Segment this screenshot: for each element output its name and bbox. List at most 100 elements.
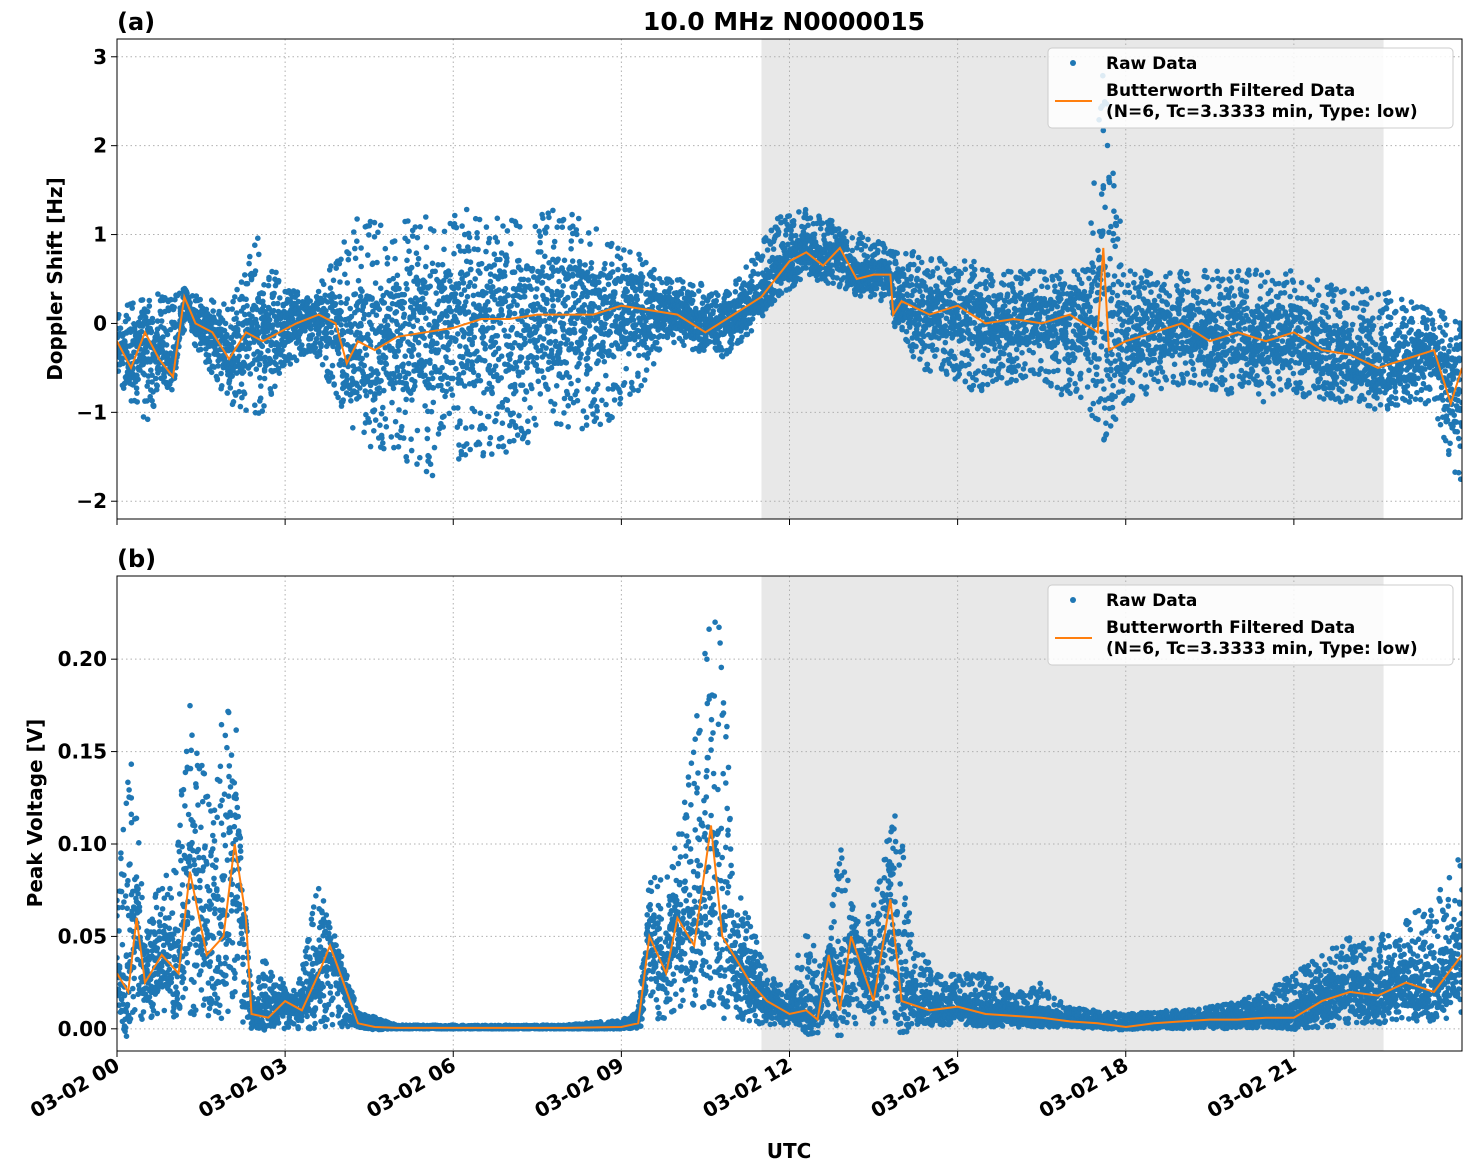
raw-data-point (382, 354, 389, 361)
raw-data-point (423, 315, 429, 322)
raw-data-point (134, 390, 140, 396)
raw-data-point (352, 255, 359, 262)
raw-data-point (903, 250, 909, 257)
raw-data-point (429, 472, 436, 479)
raw-data-point (482, 425, 488, 432)
raw-data-point (942, 339, 949, 346)
raw-data-point (352, 245, 358, 252)
raw-data-point (299, 342, 305, 348)
raw-data-point (518, 354, 525, 361)
raw-data-point (316, 352, 323, 358)
raw-data-point (462, 452, 469, 458)
raw-data-point (294, 292, 301, 298)
raw-data-point (501, 327, 508, 334)
raw-data-point (243, 407, 249, 414)
raw-data-point (414, 234, 421, 241)
raw-data-point (391, 238, 398, 244)
raw-data-point (582, 262, 588, 268)
raw-data-point (371, 407, 378, 413)
raw-data-point (252, 242, 258, 248)
raw-data-point (886, 260, 893, 266)
raw-data-point (689, 297, 696, 304)
raw-data-point (165, 307, 172, 314)
raw-data-point (932, 353, 938, 360)
raw-data-point (344, 296, 351, 302)
raw-data-point (587, 241, 593, 247)
raw-data-point (480, 333, 487, 340)
raw-data-point (956, 371, 963, 378)
raw-data-point (910, 353, 917, 360)
raw-data-point (736, 276, 742, 282)
raw-data-point (467, 446, 474, 453)
raw-data-point (406, 248, 412, 254)
raw-data-point (252, 268, 259, 274)
raw-data-point (244, 303, 250, 309)
raw-data-point (617, 389, 623, 396)
raw-data-point (293, 357, 300, 364)
raw-data-point (246, 345, 252, 352)
raw-data-point (144, 416, 151, 423)
raw-data-point (441, 246, 447, 253)
raw-data-point (542, 230, 549, 236)
raw-data-point (445, 346, 451, 353)
raw-data-point (970, 382, 977, 389)
raw-data-point (775, 229, 782, 235)
raw-data-point (599, 397, 605, 404)
raw-data-point (255, 330, 262, 337)
raw-data-point (894, 250, 900, 256)
raw-data-point (472, 276, 479, 282)
raw-data-point (609, 414, 615, 421)
raw-data-point (593, 415, 600, 421)
raw-data-point (578, 238, 584, 244)
raw-data-point (454, 319, 461, 325)
raw-data-point (146, 303, 153, 309)
raw-data-point (417, 224, 424, 230)
raw-data-point (381, 387, 387, 394)
raw-data-point (643, 367, 650, 373)
raw-data-point (650, 361, 657, 367)
raw-data-point (270, 322, 276, 328)
raw-data-point (315, 288, 322, 295)
raw-data-point (543, 345, 549, 351)
raw-data-point (480, 450, 487, 456)
raw-data-point (504, 228, 511, 234)
raw-data-point (424, 435, 431, 442)
raw-data-point (324, 312, 331, 319)
raw-data-point (525, 277, 532, 283)
raw-data-point (713, 297, 719, 304)
raw-data-point (371, 428, 377, 434)
raw-data-point (969, 356, 975, 362)
raw-data-point (358, 322, 364, 329)
raw-data-point (584, 355, 591, 361)
raw-data-point (453, 224, 460, 231)
raw-data-point (198, 346, 204, 353)
raw-data-point (323, 355, 329, 361)
raw-data-point (459, 223, 465, 229)
raw-data-point (392, 255, 398, 262)
raw-data-point (585, 386, 591, 392)
raw-data-point (476, 441, 483, 447)
raw-data-point (650, 333, 657, 340)
raw-data-point (559, 289, 565, 296)
raw-data-point (752, 261, 758, 267)
raw-data-point (155, 291, 161, 297)
raw-data-point (497, 320, 504, 326)
raw-data-point (219, 383, 225, 389)
raw-data-point (533, 294, 539, 300)
raw-data-point (396, 407, 402, 413)
raw-data-point (568, 246, 574, 252)
raw-data-point (585, 230, 592, 236)
raw-data-point (338, 308, 344, 315)
raw-data-point (400, 435, 407, 441)
raw-data-point (843, 238, 850, 245)
raw-data-point (474, 230, 480, 236)
raw-data-point (544, 224, 550, 230)
raw-data-point (430, 385, 437, 391)
raw-data-point (431, 228, 437, 234)
raw-data-point (395, 348, 402, 354)
raw-data-point (242, 311, 248, 318)
raw-data-point (423, 244, 430, 251)
raw-data-point (271, 290, 277, 297)
raw-data-point (520, 276, 527, 283)
raw-data-point (544, 297, 550, 303)
